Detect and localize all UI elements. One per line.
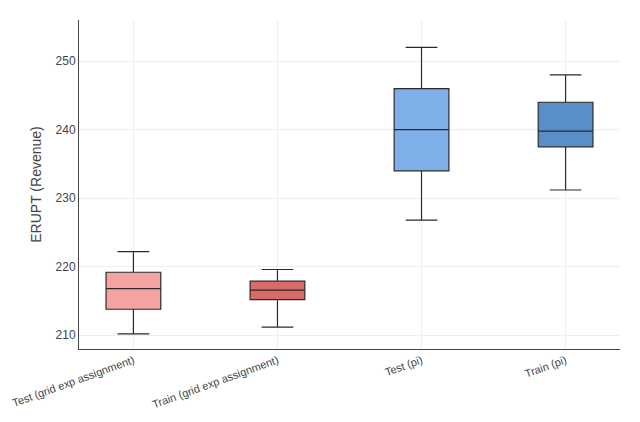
svg-text:Test (grid exp assignment): Test (grid exp assignment) — [11, 353, 136, 408]
svg-text:230: 230 — [56, 191, 76, 205]
svg-text:Test (pi): Test (pi) — [383, 353, 424, 378]
svg-text:ERUPT (Revenue): ERUPT (Revenue) — [28, 126, 44, 242]
svg-text:220: 220 — [56, 260, 76, 274]
svg-text:250: 250 — [56, 54, 76, 68]
svg-text:Train (pi): Train (pi) — [523, 353, 568, 379]
svg-text:210: 210 — [56, 328, 76, 342]
svg-text:240: 240 — [56, 123, 76, 137]
svg-text:Train (grid exp assignment): Train (grid exp assignment) — [150, 353, 280, 410]
